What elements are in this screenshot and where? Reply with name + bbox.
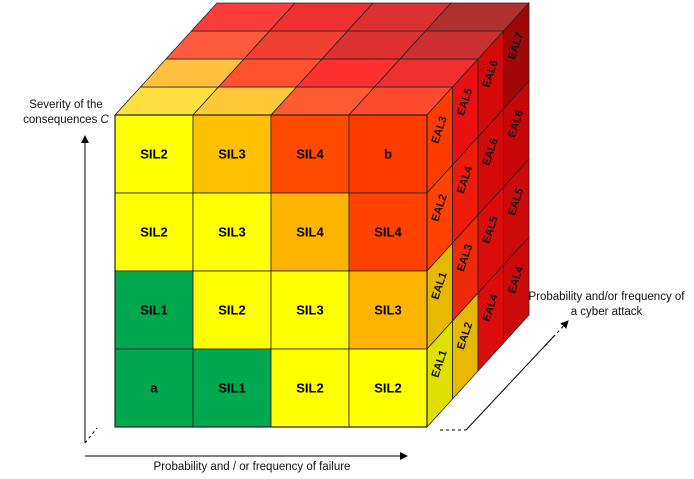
side-face-cell: EAL4 [452, 135, 479, 245]
front-face-cell: SIL3 [192, 114, 272, 194]
severity-axis-symbol: C [100, 114, 109, 126]
sil-label: SIL3 [296, 302, 323, 317]
front-face-cell: SIL2 [192, 270, 272, 350]
side-face-cell: EAL5 [477, 185, 504, 295]
sil-label: SIL1 [140, 302, 167, 317]
sil-label: SIL2 [140, 224, 167, 239]
front-face-cell: SIL1 [192, 348, 272, 428]
sil-label: SIL2 [218, 302, 245, 317]
front-face-cell: SIL4 [348, 192, 428, 272]
cyber-attack-axis-line [465, 334, 556, 431]
side-face-cell: EAL2 [426, 163, 453, 273]
front-face-cell: SIL3 [270, 270, 350, 350]
side-face-cell: EAL5 [503, 157, 530, 267]
sil-label: SIL3 [218, 146, 245, 161]
sil-label: SIL2 [140, 146, 167, 161]
side-face-cell: EAL4 [503, 235, 530, 345]
sil-label: SIL2 [296, 380, 323, 395]
severity-axis-label: Severity of the consequences C [10, 98, 122, 128]
front-face-cell: SIL2 [270, 348, 350, 428]
cube-side-face: EAL3EAL5EAL6EAL7EAL2EAL4EAL6EAL6EAL1EAL3… [426, 1, 530, 429]
failure-axis-label: Probability and / or frequency of failur… [153, 461, 351, 473]
sil-label: SIL3 [374, 302, 401, 317]
front-face-cell: SIL1 [114, 270, 194, 350]
side-face-cell: EAL7 [503, 1, 530, 111]
front-face-cell: SIL3 [348, 270, 428, 350]
cube-top-face [114, 2, 530, 116]
sil-label: SIL1 [218, 380, 245, 395]
side-face-cell: EAL2 [452, 291, 479, 401]
side-face-cell: EAL5 [452, 57, 479, 167]
sil-label: b [384, 146, 392, 161]
origin-connector [84, 427, 98, 444]
side-face-cell: EAL6 [503, 79, 530, 189]
severity-axis-text: Severity of the consequences [23, 99, 103, 126]
sil-label: SIL4 [374, 224, 402, 239]
cyber-attack-axis-label: Probability and/or frequency of a cyber … [528, 291, 685, 318]
side-face-cell: EAL1 [426, 319, 453, 429]
axes [81, 135, 569, 460]
front-face-cell: SIL2 [114, 114, 194, 194]
front-face-cell: a [114, 348, 194, 428]
side-face-cell: EAL4 [477, 263, 504, 373]
front-face-cell: SIL2 [348, 348, 428, 428]
sil-label: SIL2 [374, 380, 401, 395]
sil-label: a [150, 380, 158, 395]
front-face-cell: SIL4 [270, 192, 350, 272]
front-face-cell: SIL4 [270, 114, 350, 194]
front-face-cell: b [348, 114, 428, 194]
side-face-cell: EAL6 [477, 107, 504, 217]
side-face-cell: EAL6 [477, 29, 504, 139]
sil-label: SIL4 [296, 146, 324, 161]
sil-label: SIL3 [218, 224, 245, 239]
front-face-cell: SIL3 [192, 192, 272, 272]
front-face-cell: SIL2 [114, 192, 194, 272]
cube-front-face: SIL2 SIL3 SIL4 b SIL2 SIL3 SIL4 SIL4 SIL1 SIL2 SIL… [114, 114, 428, 428]
sil-label: SIL4 [296, 224, 324, 239]
